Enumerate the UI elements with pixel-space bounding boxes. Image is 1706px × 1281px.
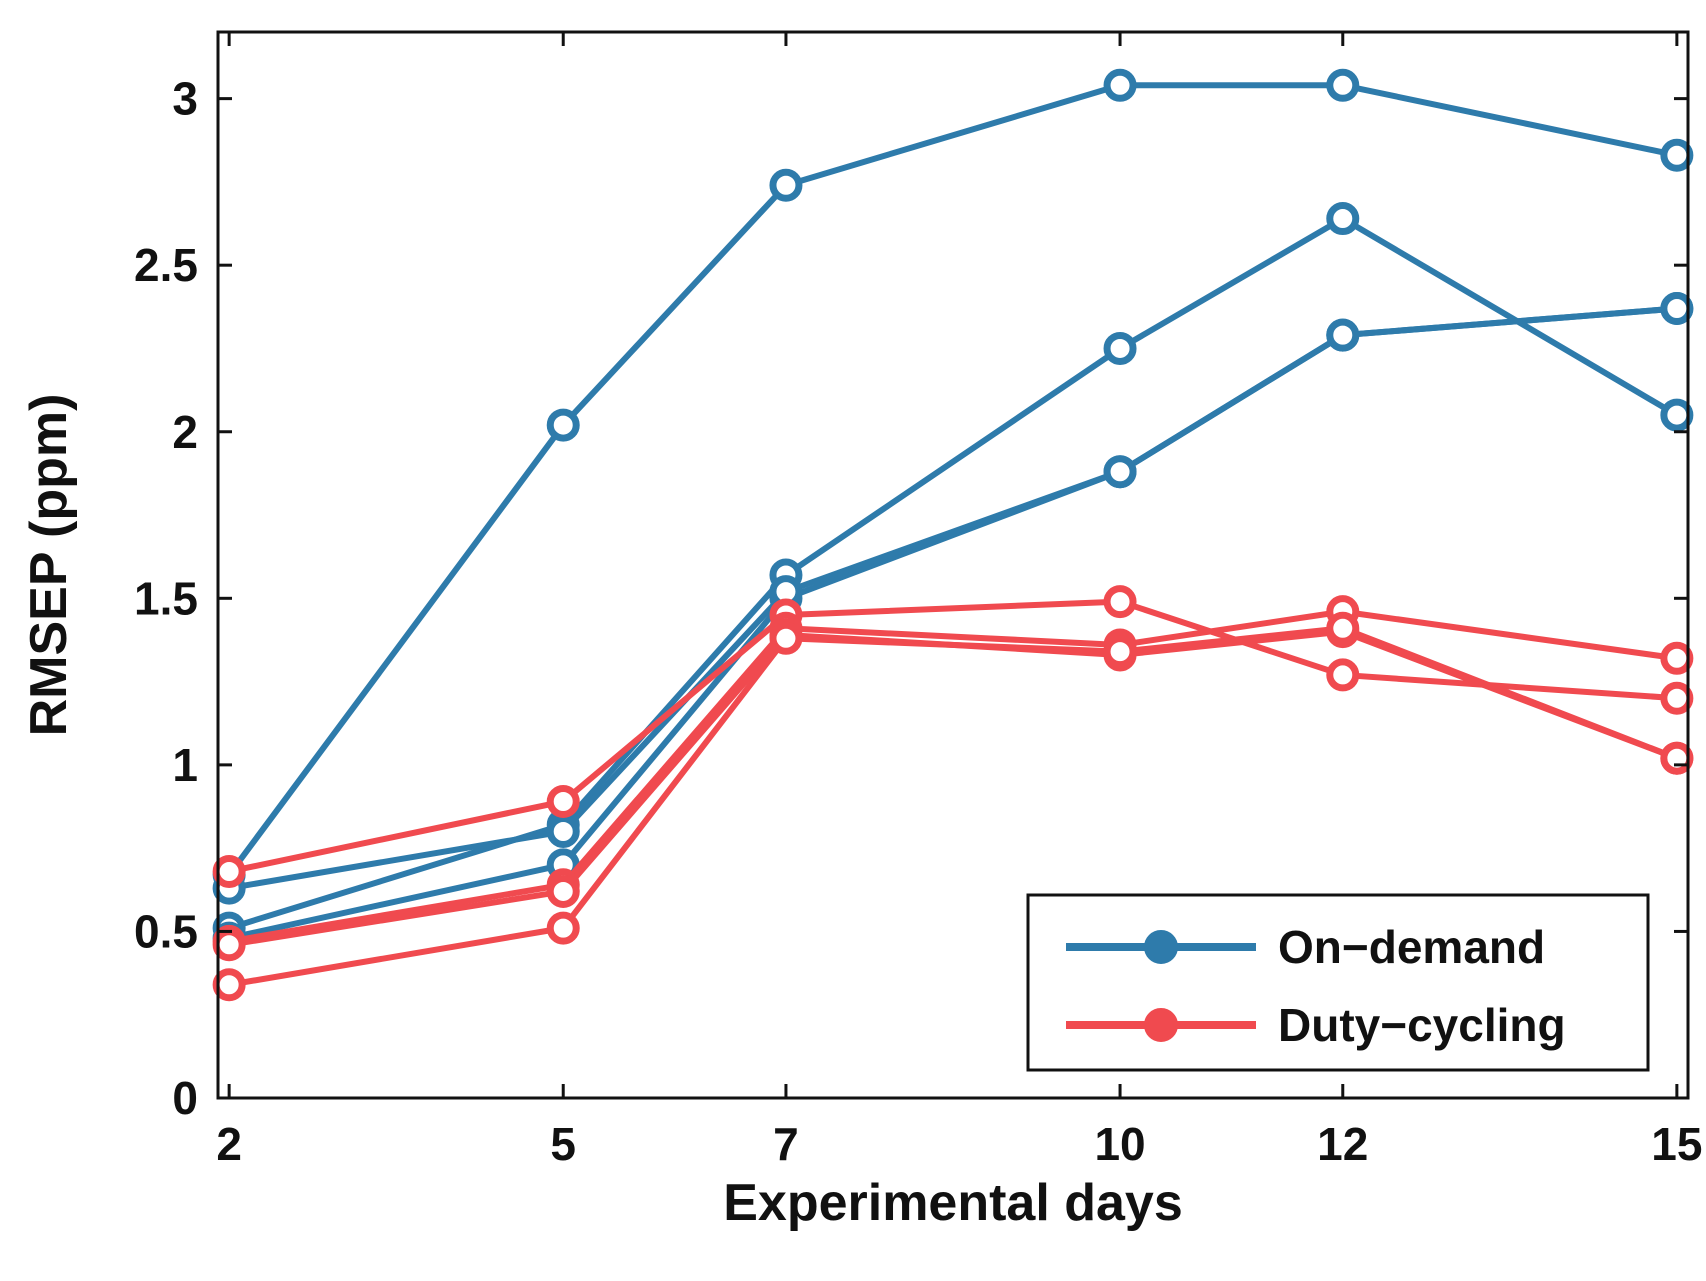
data-point	[769, 621, 803, 655]
data-point	[546, 874, 580, 908]
data-point	[212, 928, 246, 962]
data-point	[1660, 741, 1694, 775]
plot-frame	[216, 30, 1690, 1100]
series-line	[228, 608, 1678, 945]
data-point	[1103, 585, 1137, 619]
data-point	[546, 785, 580, 819]
legend-marker	[1144, 1008, 1178, 1042]
data-point	[1103, 331, 1137, 365]
data-point	[1326, 658, 1360, 692]
series-duty-cycling-4	[212, 611, 1694, 1002]
data-point	[1660, 138, 1694, 172]
data-point	[769, 168, 803, 202]
data-point	[212, 968, 246, 1002]
y-tick-label: 1	[172, 739, 198, 791]
y-tick-label: 2	[172, 406, 198, 458]
legend-box	[1026, 893, 1650, 1072]
x-tick-label: 2	[216, 1118, 242, 1170]
series-layer	[212, 68, 1694, 1002]
series-line	[228, 305, 1678, 892]
data-point	[1660, 641, 1694, 675]
x-tick-label: 15	[1651, 1118, 1702, 1170]
y-axis-label: RMSEP (ppm)	[20, 394, 78, 737]
series-line	[228, 598, 1678, 875]
data-point	[1326, 68, 1360, 102]
x-tick-label: 12	[1317, 1118, 1368, 1170]
data-point	[546, 911, 580, 945]
data-point	[546, 815, 580, 848]
x-tick-label: 7	[773, 1118, 799, 1170]
legend-label: On−demand	[1278, 921, 1545, 973]
legend: On−demand Duty−cycling	[1026, 893, 1650, 1072]
series-line	[228, 625, 1678, 988]
y-tick-label: 0.5	[134, 905, 198, 957]
y-tick-label: 0	[172, 1072, 198, 1124]
data-point	[1660, 291, 1694, 325]
data-point	[1103, 455, 1137, 489]
data-point	[1660, 681, 1694, 715]
y-tick-label: 1.5	[134, 572, 198, 624]
x-tick-label: 5	[550, 1118, 576, 1170]
data-point	[1326, 611, 1360, 645]
data-point	[1326, 202, 1360, 236]
series-on-demand-4	[212, 291, 1694, 905]
data-point	[1326, 318, 1360, 352]
series-line	[226, 82, 1678, 877]
legend-label: Duty−cycling	[1278, 999, 1566, 1051]
data-point	[546, 408, 580, 442]
data-point	[1103, 68, 1137, 102]
x-axis-label: Experimental days	[723, 1174, 1183, 1232]
data-point	[1660, 398, 1694, 432]
data-point	[1103, 635, 1137, 669]
data-point	[212, 854, 246, 888]
legend-marker	[1144, 930, 1178, 964]
ticks-layer: 2 5 7 10 12 15 0 0.5 1 1.5 2 2.5 3	[134, 32, 1702, 1170]
y-tick-label: 3	[172, 73, 198, 125]
y-tick-label: 2.5	[134, 239, 198, 291]
x-tick-label: 10	[1094, 1118, 1145, 1170]
